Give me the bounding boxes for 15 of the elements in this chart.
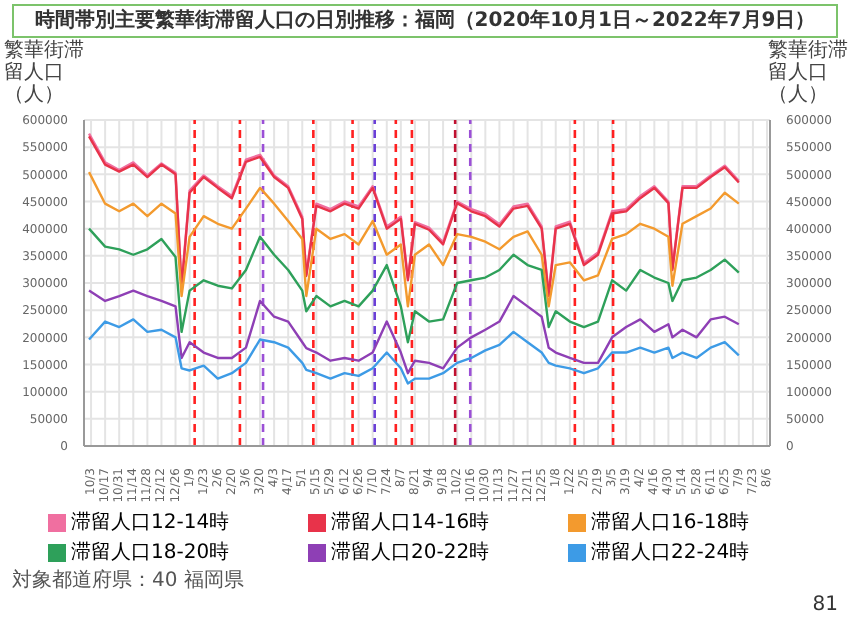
text: 81 <box>812 594 838 616</box>
line-series <box>87 227 741 344</box>
line-series <box>87 289 741 375</box>
legend-label: 滞留人口12-14時 <box>71 509 230 536</box>
legend-label: 滞留人口16-18時 <box>591 509 750 536</box>
line-series <box>87 170 741 308</box>
y2-axis-title: 繁華街滞留人口（人） <box>768 40 850 106</box>
legend-label: 滞留人口22-24時 <box>591 539 750 566</box>
chart-title: 時間帯別主要繁華街滞留人口の日別推移：福岡（2020年10月1日～2022年7月9日） <box>12 4 838 38</box>
line-series <box>87 318 741 385</box>
legend-label: 滞留人口14-16時 <box>331 509 490 536</box>
legend-label: 滞留人口18-20時 <box>71 539 230 566</box>
text: 対象都道府県：40 福岡県 <box>12 567 244 594</box>
legend-label: 滞留人口20-22時 <box>331 539 490 566</box>
y-axis-title: 繁華街滞留人口（人） <box>4 40 86 106</box>
